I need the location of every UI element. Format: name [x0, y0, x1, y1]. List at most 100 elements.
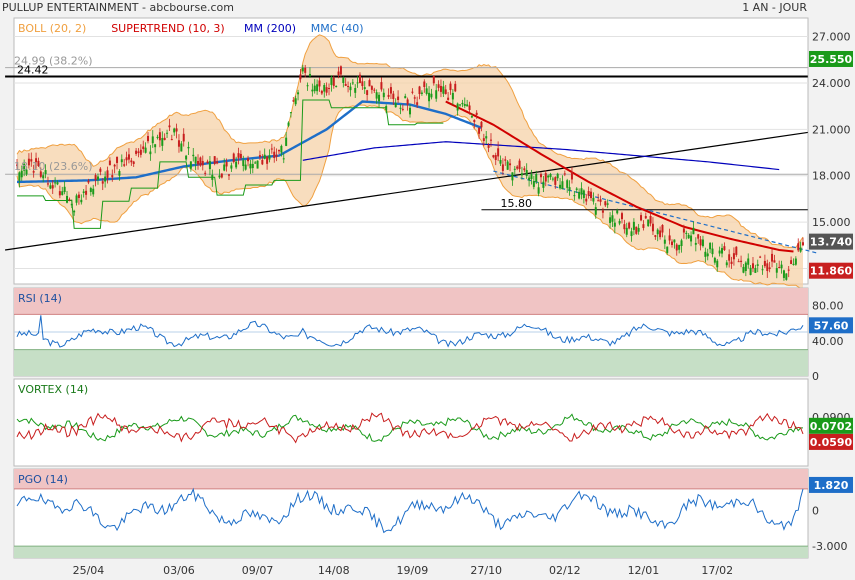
candle-body	[409, 107, 411, 115]
candle-body	[732, 253, 735, 260]
candle-body	[263, 154, 266, 159]
mmc40-line	[16, 100, 482, 184]
candle-body	[630, 231, 633, 237]
pgo-line	[16, 487, 804, 534]
candle-body	[63, 186, 66, 193]
candle-body	[185, 155, 188, 160]
candle-body	[16, 164, 18, 166]
candle-body	[797, 243, 800, 251]
candle-body	[318, 80, 321, 87]
candle-body	[649, 215, 652, 224]
candle-body	[385, 106, 388, 111]
candle-body	[311, 89, 314, 92]
candle-body	[566, 180, 569, 188]
candle-body	[582, 190, 585, 198]
candle-body	[766, 263, 769, 272]
pgo-badge: 1.820	[814, 479, 849, 492]
candle-body	[25, 169, 28, 175]
vortex-minus-line	[16, 412, 804, 444]
candle-body	[242, 160, 245, 167]
candle-body	[378, 94, 381, 102]
candle-body	[778, 266, 781, 268]
legend-entry: MM (200)	[244, 22, 296, 35]
vortex-plus-badge-bg	[809, 417, 853, 434]
candle-body	[220, 173, 223, 178]
candle-body	[756, 264, 759, 266]
candle-body	[227, 174, 230, 176]
candle-body	[780, 264, 783, 269]
candle-body	[561, 181, 564, 190]
candle-body	[330, 78, 333, 85]
candle-body	[466, 104, 469, 107]
candle-body	[389, 87, 392, 94]
candle-body	[599, 199, 602, 202]
candle-body	[416, 102, 419, 105]
candle-body	[473, 119, 476, 123]
candle-body	[49, 185, 52, 189]
candle-body	[620, 213, 623, 220]
candle-body	[261, 159, 264, 165]
candle-body	[387, 94, 390, 97]
candle-body	[170, 139, 173, 141]
candle-body	[642, 224, 645, 228]
candle-body	[368, 80, 371, 87]
candle-body	[554, 177, 557, 185]
candle-body	[292, 100, 295, 102]
candle-body	[449, 83, 452, 91]
candle-body	[375, 92, 378, 99]
candle-body	[454, 83, 457, 92]
candle-body	[666, 246, 669, 253]
pgo-upper-zone	[14, 469, 808, 489]
resistance-label: 24.42	[17, 63, 49, 76]
candle-body	[690, 235, 693, 242]
candle-body	[189, 161, 192, 169]
price-badge-bg	[809, 233, 853, 250]
candle-body	[444, 89, 447, 95]
candle-body	[394, 103, 397, 108]
candle-body	[349, 86, 352, 91]
candle-body	[282, 158, 285, 160]
candle-body	[668, 235, 671, 241]
candle-body	[718, 250, 721, 254]
candle-body	[535, 173, 538, 182]
candle-body	[208, 161, 211, 170]
candle-body	[575, 188, 578, 190]
candle-body	[659, 230, 662, 238]
x-tick-label: 12/01	[628, 564, 660, 577]
candle-body	[675, 244, 678, 251]
candle-body	[513, 168, 516, 170]
candle-body	[297, 92, 300, 95]
candle-body	[635, 226, 638, 234]
candle-body	[163, 137, 166, 141]
candle-body	[118, 171, 121, 176]
candle-body	[399, 107, 402, 109]
candle-body	[111, 175, 114, 178]
candle-body	[275, 155, 278, 157]
candle-body	[382, 92, 385, 98]
candle-body	[447, 97, 450, 100]
candle-body	[497, 148, 500, 157]
candle-body	[480, 121, 483, 128]
candle-body	[370, 86, 373, 90]
price-tick-label: 27.000	[812, 31, 851, 44]
candle-body	[616, 210, 619, 214]
candle-body	[130, 160, 133, 163]
candle-body	[747, 258, 750, 265]
candle-body	[525, 170, 528, 176]
candle-body	[285, 137, 288, 146]
x-tick-label: 14/08	[318, 564, 350, 577]
candle-body	[70, 203, 73, 206]
candle-body	[139, 149, 142, 155]
candle-body	[709, 242, 712, 250]
candle-body	[459, 104, 462, 106]
candle-body	[623, 224, 626, 230]
candle-body	[794, 258, 797, 265]
candle-body	[437, 84, 440, 88]
candle-body	[456, 103, 459, 111]
support-label: 15.80	[501, 197, 533, 210]
candle-body	[325, 87, 328, 93]
candle-body	[323, 85, 326, 92]
candle-body	[192, 154, 195, 157]
candle-body	[685, 232, 688, 234]
